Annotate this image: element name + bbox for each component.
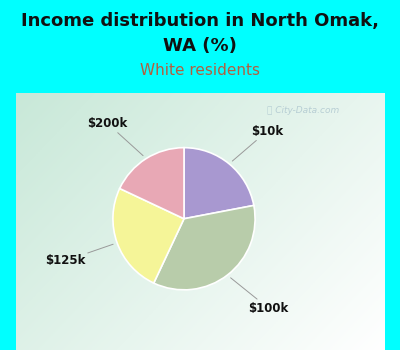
- Wedge shape: [113, 189, 184, 283]
- Text: WA (%): WA (%): [163, 37, 237, 55]
- Text: $10k: $10k: [232, 125, 283, 161]
- Text: $200k: $200k: [87, 117, 143, 156]
- Wedge shape: [154, 205, 255, 290]
- Text: White residents: White residents: [140, 63, 260, 78]
- Text: Income distribution in North Omak,: Income distribution in North Omak,: [21, 12, 379, 30]
- Wedge shape: [120, 148, 184, 219]
- Text: $125k: $125k: [45, 244, 113, 267]
- Wedge shape: [184, 148, 254, 219]
- Text: $100k: $100k: [231, 278, 289, 315]
- Text: ⓘ City-Data.com: ⓘ City-Data.com: [267, 106, 339, 115]
